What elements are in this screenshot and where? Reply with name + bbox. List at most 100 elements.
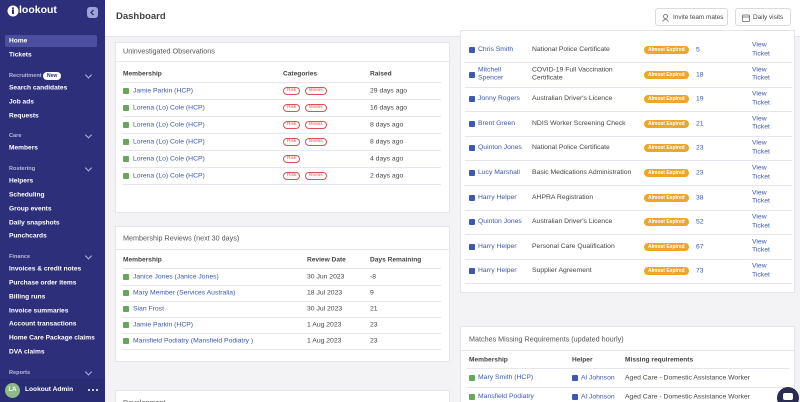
collapse-button[interactable] xyxy=(87,7,98,18)
person-link[interactable]: Quinton Jones xyxy=(478,217,522,225)
invite-button[interactable]: Invite team mates xyxy=(655,8,728,26)
member-link[interactable]: Mary Smith (HCP) xyxy=(478,374,534,381)
helper-link[interactable]: Al Johnson xyxy=(581,393,615,401)
certificate-name: Australian Driver's Licence xyxy=(532,94,613,102)
person-link[interactable]: Quinton Jones xyxy=(478,144,522,152)
nav-item[interactable]: Daily snapshots xyxy=(9,219,60,227)
divider xyxy=(467,387,790,388)
category-badge: Risk xyxy=(283,155,301,163)
nav-item[interactable]: Group events xyxy=(9,205,52,213)
member-link[interactable]: Mansfield Podiatry (Mansfield Podiatry ) xyxy=(478,393,536,402)
nav-item[interactable]: Account transactions xyxy=(9,320,77,328)
nav-chevron xyxy=(84,368,93,376)
certificate-name: Australian Driver's Licence xyxy=(532,217,613,225)
person-link[interactable]: Jonny Rogers xyxy=(478,94,520,102)
person-link[interactable]: Lucy Marshall xyxy=(478,168,520,176)
entity-icon xyxy=(469,394,475,400)
helper-link[interactable]: Al Johnson xyxy=(581,374,615,382)
column-header: Days Remaining xyxy=(370,256,422,264)
member-link[interactable]: Sian Frost xyxy=(133,305,164,313)
nav-item[interactable]: Invoices & credit notes xyxy=(9,265,82,273)
days-remaining: 9 xyxy=(370,289,374,297)
nav-item[interactable]: Purchase order items xyxy=(9,279,77,287)
days-to-expiry: 23 xyxy=(696,144,704,152)
member-link[interactable]: Lorena (Lo) Cole (HCP) xyxy=(133,138,205,146)
view-ticket-link[interactable]: View Ticket xyxy=(752,213,770,230)
view-ticket-link[interactable]: View Ticket xyxy=(752,262,770,279)
person-link[interactable]: Brent Green xyxy=(478,119,516,127)
member-link[interactable]: Lorena (Lo) Cole (HCP) xyxy=(133,172,205,180)
person-link[interactable]: Mitchell Spencer xyxy=(478,66,504,82)
nav-item[interactable]: Job ads xyxy=(9,98,34,106)
entity-icon xyxy=(123,338,129,344)
member-link[interactable]: Mary Member (Services Australia) xyxy=(133,289,236,297)
certificate-name: AHPRA Registration xyxy=(532,193,594,201)
person-link[interactable]: Chris Smith xyxy=(478,45,514,53)
view-ticket-link[interactable]: View Ticket xyxy=(752,139,770,156)
observations-card: Uninvestigated Observations Membership Cat… xyxy=(115,42,450,213)
nav-item[interactable]: Scheduling xyxy=(9,191,45,199)
person-link[interactable]: Harry Helper xyxy=(478,267,517,275)
certificate-name: Basic Medications Administration xyxy=(532,168,632,176)
entity-icon xyxy=(469,120,475,127)
divider xyxy=(465,258,792,260)
daily-visits-button[interactable]: Daily visits xyxy=(735,8,791,26)
nav-item[interactable]: Home Care Package claims xyxy=(9,334,95,342)
status-badge: Almost Expired xyxy=(644,119,689,128)
review-date: 30 Jul 2023 xyxy=(307,305,343,313)
status-badge: Almost Expired xyxy=(644,144,689,153)
entity-icon xyxy=(469,47,475,53)
divider xyxy=(122,133,441,134)
nav-item[interactable]: Home xyxy=(9,37,28,45)
user-name[interactable]: Lookout Admin xyxy=(25,386,74,393)
category-badge: Risk xyxy=(283,104,301,112)
column-header: Categories xyxy=(283,70,318,78)
member-link[interactable]: Lorena (Lo) Cole (HCP) xyxy=(133,104,205,112)
nav-item[interactable]: Tickets xyxy=(9,51,32,59)
nav-item[interactable]: Search candidates xyxy=(9,84,68,92)
member-link[interactable]: Mansfield Podiatry (Mansfield Podiatry ) xyxy=(133,337,254,345)
days-to-expiry: 38 xyxy=(696,194,704,202)
days-to-expiry: 5 xyxy=(696,46,700,54)
certificate-name: National Police Certificate xyxy=(532,45,610,53)
divider xyxy=(122,301,441,302)
view-ticket-link[interactable]: View Ticket xyxy=(752,115,770,131)
nav-item[interactable]: Billing runs xyxy=(9,293,46,301)
entity-icon xyxy=(123,274,129,280)
member-link[interactable]: Lorena (Lo) Cole (HCP) xyxy=(133,155,205,163)
member-link[interactable]: Lorena (Lo) Cole (HCP) xyxy=(133,121,205,129)
view-ticket-link[interactable]: View Ticket xyxy=(752,90,770,107)
nav-item[interactable]: Punchcards xyxy=(9,232,47,240)
nav-item[interactable]: DVA claims xyxy=(9,348,45,356)
person-link[interactable]: Harry Helper xyxy=(478,242,517,250)
nav-item[interactable]: Invoice summaries xyxy=(9,307,69,315)
chat-button[interactable] xyxy=(775,384,800,402)
member-link[interactable]: Jamie Parkin (HCP) xyxy=(133,87,194,95)
nav-item[interactable]: Requests xyxy=(9,112,39,120)
card-title: Matches Missing Requirements (updated ho… xyxy=(469,334,624,344)
view-ticket-link[interactable]: View Ticket xyxy=(752,66,770,82)
entity-icon xyxy=(469,194,475,201)
card-title: Development xyxy=(123,398,165,402)
member-link[interactable]: Jamie Parkin (HCP) xyxy=(133,321,194,329)
category-badge: Risk xyxy=(283,121,301,129)
user-menu[interactable] xyxy=(87,388,99,400)
raised-date: 16 days ago xyxy=(370,104,408,112)
view-ticket-link[interactable]: View Ticket xyxy=(752,238,770,254)
invite-icon xyxy=(662,14,669,22)
person-link[interactable]: Harry Helper xyxy=(478,193,517,201)
divider xyxy=(122,150,441,151)
divider xyxy=(465,86,792,88)
user-footer: LA Lookout Admin xyxy=(0,379,105,402)
card-title: Uninvestigated Observations xyxy=(123,46,215,56)
view-ticket-link[interactable]: View Ticket xyxy=(752,41,770,58)
member-link[interactable]: Janice Jones (Janice Jones) xyxy=(133,273,219,281)
entity-icon xyxy=(123,88,129,94)
status-badge: Almost Expired xyxy=(644,267,689,276)
view-ticket-link[interactable]: View Ticket xyxy=(752,189,770,205)
nav-item[interactable]: Helpers xyxy=(9,177,34,185)
view-ticket-link[interactable]: View Ticket xyxy=(752,164,770,181)
nav-item[interactable]: Members xyxy=(9,144,38,152)
entity-icon xyxy=(572,394,578,400)
development-card: Development xyxy=(115,390,450,402)
